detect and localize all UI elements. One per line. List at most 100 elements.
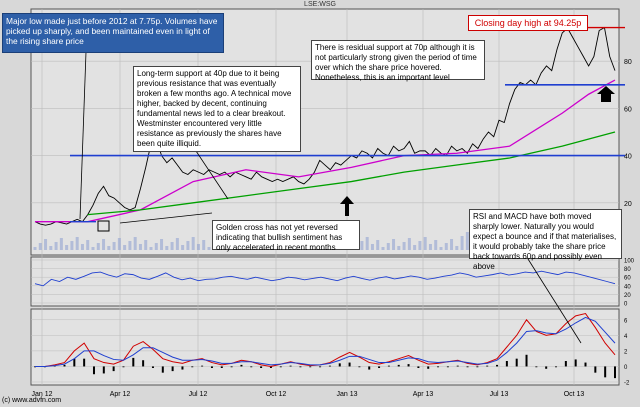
volume-bar (38, 243, 42, 250)
macd-histogram-bar (496, 364, 499, 367)
rsi-series: 0 20 40 60 80 100 (31, 259, 635, 308)
annotation-arrows (79, 51, 615, 344)
volume-bar (154, 243, 158, 250)
annotation-golden-cross: Golden cross has not yet reversed indica… (212, 220, 360, 252)
macd-histogram-bar (210, 366, 213, 368)
macd-histogram-bar (535, 366, 538, 368)
x-tick-label: Jul 13 (490, 391, 509, 398)
volume-bar (186, 241, 190, 250)
macd-histogram-bar (594, 366, 597, 373)
volume-bar (80, 244, 84, 250)
macd-histogram-bar (309, 366, 312, 368)
macd-tick-label: -2 (624, 381, 630, 387)
volume-bar (460, 236, 464, 250)
macd-histogram-bar (102, 366, 105, 374)
rsi-panel (30, 256, 620, 307)
volume-bar (439, 247, 443, 250)
y-tick-label: 40 (624, 154, 632, 161)
connector-line (79, 51, 87, 220)
volume-bar (207, 247, 211, 250)
chart-header: LSE:WSG (304, 1, 336, 8)
volume-bar (418, 241, 422, 250)
volume-bar (423, 237, 427, 250)
y-tick-label: 80 (624, 59, 632, 66)
volume-bar (70, 241, 74, 250)
volume-bar (444, 243, 448, 250)
macd-histogram-bar (220, 366, 223, 368)
macd-histogram-bar (171, 366, 174, 372)
macd-histogram-bar (142, 360, 145, 367)
volume-bar (59, 238, 63, 250)
volume-bar (75, 237, 79, 250)
volume-bar (181, 245, 185, 250)
volume-bar (117, 238, 121, 250)
macd-histogram-bar (348, 362, 351, 367)
x-tick-label: Jan 13 (336, 391, 357, 398)
volume-bar (402, 242, 406, 250)
volume-bar (191, 237, 195, 250)
volume-bar (138, 244, 142, 250)
rsi-line (34, 270, 616, 287)
volume-bar (123, 245, 127, 250)
annotation-major-low: Major low made just before 2012 at 7.75p… (2, 13, 224, 53)
volume-bar (196, 244, 200, 250)
volume-bar (392, 239, 396, 250)
macd-histogram-bar (73, 358, 76, 367)
macd-histogram-bar (417, 366, 420, 368)
volume-bar (202, 240, 206, 250)
macd-panel (30, 308, 620, 386)
macd-tick-label: 0 (624, 365, 628, 371)
macd-histogram-bar (250, 366, 253, 368)
macd-histogram-bar (446, 366, 449, 368)
volume-bar (144, 240, 148, 250)
volume-bar (165, 246, 169, 250)
volume-bar (428, 244, 432, 250)
x-tick-label: Jul 12 (189, 391, 208, 398)
volume-bar (465, 232, 469, 250)
macd-histogram-bar (368, 366, 371, 370)
macd-histogram-bar (151, 366, 154, 368)
macd-histogram-bar (299, 366, 302, 368)
macd-histogram-bar (92, 366, 95, 375)
rsi-tick-label: 20 (624, 293, 631, 299)
macd-histogram-bar (161, 366, 164, 373)
volume-bar (450, 239, 454, 250)
macd-series: -2 0 2 4 6 (31, 312, 630, 387)
macd-histogram-bar (122, 366, 125, 368)
rsi-tick-label: 60 (624, 276, 631, 282)
macd-histogram-bar (515, 358, 518, 367)
volume-bar (128, 241, 132, 250)
rsi-tick-label: 0 (624, 302, 628, 308)
volume-bar (102, 239, 106, 250)
macd-tick-label: 2 (624, 349, 628, 355)
volume-bar (149, 247, 153, 250)
macd-histogram-bar (63, 364, 66, 367)
macd-histogram-bar (358, 366, 361, 368)
volume-bar (360, 241, 364, 250)
macd-histogram-bar (486, 365, 489, 367)
volume-bar (407, 238, 411, 250)
y-tick-label: 60 (624, 106, 632, 113)
macd-histogram-bar (456, 365, 459, 367)
macd-histogram-bar (545, 366, 548, 369)
macd-tick-label: 6 (624, 318, 628, 324)
x-tick-label: Apr 13 (413, 391, 434, 398)
annotation-closing-high: Closing day high at 94.25p (468, 15, 588, 31)
volume-bar (107, 246, 111, 250)
macd-histogram-bar (505, 361, 508, 367)
volume-bar (91, 247, 95, 250)
macd-histogram-bar (397, 364, 400, 367)
connector-line (527, 258, 582, 344)
rsi-tick-label: 40 (624, 284, 631, 290)
macd-histogram-bar (466, 366, 469, 368)
macd-histogram-bar (269, 366, 272, 368)
macd-histogram-bar (604, 366, 607, 378)
connector-line (119, 212, 213, 224)
macd-histogram-bar (191, 366, 194, 368)
annotation-long-term-support: Long-term support at 40p due to it being… (133, 66, 301, 152)
macd-histogram-bar (240, 364, 243, 367)
macd-histogram-bar (555, 366, 558, 368)
macd-histogram-bar (387, 365, 390, 367)
volume-bar (49, 246, 53, 250)
annotation-residual-support: There is residual support at 70p althoug… (311, 40, 485, 82)
